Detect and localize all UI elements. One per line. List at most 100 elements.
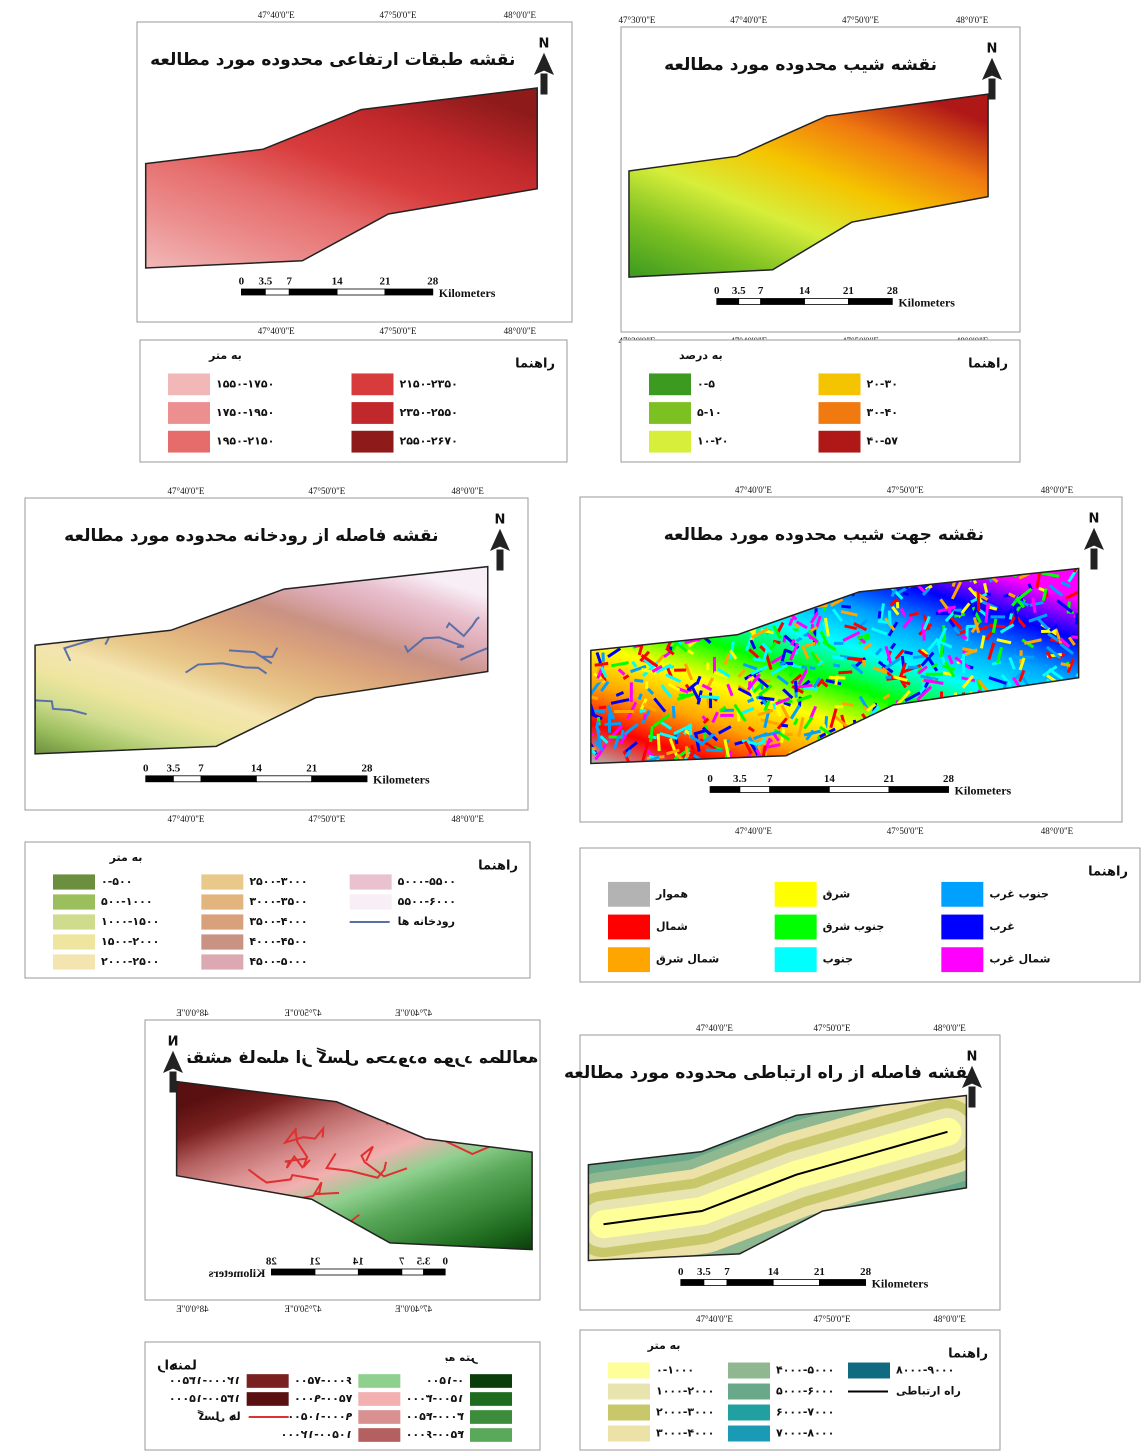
legend-label: ۸۰۰۰-۹۰۰۰ xyxy=(896,1364,954,1377)
longitude-label: 47°40'0"E xyxy=(735,485,772,495)
legend-swatch xyxy=(358,1410,400,1424)
legend-swatch xyxy=(201,954,243,969)
legend-swatch xyxy=(201,934,243,949)
aspect-stroke xyxy=(658,734,659,751)
legend-swatch xyxy=(53,934,95,949)
scale-segment xyxy=(829,787,889,793)
legend-title: راهنما xyxy=(1088,865,1128,880)
scale-label: 7 xyxy=(724,1266,730,1278)
longitude-label: 48°0'0"E xyxy=(933,1023,966,1033)
legend-label: ۴۰۰۰-۵۰۰۰ xyxy=(776,1364,834,1377)
scale-segment xyxy=(265,289,289,295)
legend-swatch xyxy=(608,947,650,972)
scale-label: 0 xyxy=(143,762,149,774)
legend-label: ۲۰۰۰-۲۵۰۰ xyxy=(101,955,159,968)
scale-segment xyxy=(710,787,740,793)
legend-label: ۳۵۰۰-۴۰۰۰ xyxy=(249,915,307,928)
aspect-stroke xyxy=(836,676,838,685)
longitude-label: 48°0'0"E xyxy=(1041,826,1074,836)
legend-label: ۴۰-۵۷ xyxy=(867,435,899,448)
legend-swatch xyxy=(775,882,817,907)
scale-label: 14 xyxy=(768,1266,780,1278)
legend-label: ۷۰۰۰-۸۰۰۰ xyxy=(776,1427,834,1440)
scale-label: 0 xyxy=(442,1256,448,1268)
legend-label: ۵۰۰-۱۰۰۰ xyxy=(101,895,153,908)
legend-label: شمال غرب xyxy=(989,953,1050,966)
aspect-stroke xyxy=(889,611,890,626)
legend-swatch xyxy=(728,1384,770,1400)
longitude-label: 47°40'0"E xyxy=(696,1023,733,1033)
legend-swatch xyxy=(608,1426,650,1442)
aspect-stroke xyxy=(864,660,865,667)
scale-unit: Kilometers xyxy=(955,783,1012,797)
scale-label: 7 xyxy=(399,1256,405,1268)
legend-label: ۰-۵ xyxy=(697,377,715,390)
scale-label: 7 xyxy=(198,762,204,774)
longitude-label: 47°40'0"E xyxy=(258,10,295,20)
legend-label: ۲۰۰۰-۳۰۰۰ xyxy=(656,1406,714,1419)
aspect-stroke xyxy=(803,688,818,689)
scale-segment xyxy=(819,1280,865,1286)
scale-label: 14 xyxy=(332,276,344,288)
legend-label: گسل ها xyxy=(197,1410,241,1423)
scale-label: 21 xyxy=(306,762,317,774)
legend-unit: به درصد xyxy=(679,349,723,362)
legend-swatch xyxy=(53,874,95,889)
scale-label: 28 xyxy=(427,276,439,288)
legend-swatch xyxy=(819,402,861,424)
scale-segment xyxy=(727,1280,773,1286)
scale-label: 21 xyxy=(379,276,390,288)
scale-segment xyxy=(848,299,892,305)
legend-label: ۳۰۰۰-۴۵۰۰ xyxy=(406,1410,464,1423)
legend-label: جنوب غرب xyxy=(989,887,1049,900)
aspect-stroke xyxy=(673,706,674,718)
scale-label: 0 xyxy=(707,773,713,785)
aspect-stroke xyxy=(591,697,598,699)
scale-label: 14 xyxy=(799,285,811,297)
legend-swatch xyxy=(358,1428,400,1442)
legend-label: ۵۰۰۰-۶۰۰۰ xyxy=(776,1385,834,1398)
legend-label: ۶۰۰۰-۷۰۰۰ xyxy=(776,1406,834,1419)
longitude-label: 47°50'0"E xyxy=(380,10,417,20)
scale-label: 3.5 xyxy=(732,285,746,297)
north-label: N xyxy=(539,37,550,52)
scale-unit: Kilometers xyxy=(898,295,955,309)
aspect-stroke xyxy=(622,730,623,738)
map-title: نقشه طبقات ارتفاعی محدوده مورد مطالعه xyxy=(150,50,515,70)
scale-label: 3.5 xyxy=(697,1266,711,1278)
legend-swatch xyxy=(352,431,394,453)
longitude-label: 47°50'0"E xyxy=(814,1023,851,1033)
legend-label: ۱۰۰۰-۱۵۰۰ xyxy=(101,915,159,928)
legend-swatch xyxy=(53,914,95,929)
legend-label: ۱۰۰۰-۲۰۰۰ xyxy=(656,1385,714,1398)
legend-unit: به متر xyxy=(208,349,242,362)
legend-label: ۳۰۰۰-۴۰۰۰ xyxy=(656,1427,714,1440)
scale-label: 7 xyxy=(287,276,293,288)
legend-swatch xyxy=(649,431,691,453)
map-title: نقشه شیب محدوده مورد مطالعه xyxy=(664,55,937,75)
aspect-stroke xyxy=(604,724,621,725)
legend-swatch xyxy=(728,1426,770,1442)
longitude-label: 47°40'0"E xyxy=(168,814,205,824)
map-title: نقشه فاصله از گسل محدوده مورد مطالعه xyxy=(186,1047,538,1068)
aspect-stroke xyxy=(759,698,774,700)
legend-swatch xyxy=(350,874,392,889)
scale-label: 7 xyxy=(758,285,764,297)
legend-label: ۰-۱۰۰۰ xyxy=(656,1364,694,1377)
legend-unit: به متر xyxy=(109,851,143,864)
scale-segment xyxy=(289,289,337,295)
north-label: N xyxy=(495,513,506,528)
legend-label: ۹۰۰۰-۱۰۵۰۰ xyxy=(287,1410,352,1423)
legend-swatch xyxy=(649,373,691,395)
legend-swatch xyxy=(352,373,394,395)
scale-segment xyxy=(773,1280,819,1286)
legend-swatch xyxy=(608,882,650,907)
aspect-stroke xyxy=(832,657,844,659)
legend-label: ۱۷۵۰-۱۹۵۰ xyxy=(216,406,274,419)
aspect-stroke xyxy=(841,606,850,607)
scale-label: 21 xyxy=(814,1266,825,1278)
longitude-label: 47°50'0"E xyxy=(284,1008,321,1018)
legend-swatch xyxy=(848,1363,890,1379)
scale-segment xyxy=(889,787,949,793)
scale-segment xyxy=(256,776,311,782)
